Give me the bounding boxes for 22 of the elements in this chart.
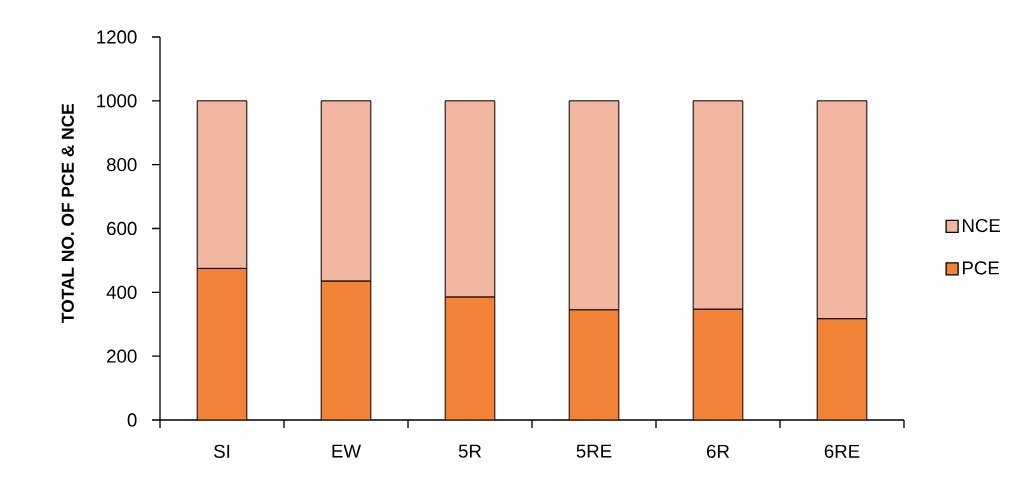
legend-label: NCE bbox=[962, 218, 1001, 233]
x-tick-label: EW bbox=[332, 444, 361, 458]
x-tick-label: 5R bbox=[458, 444, 482, 458]
x-tick-label: 5RE bbox=[576, 444, 612, 458]
bar bbox=[692, 308, 744, 420]
bar bbox=[568, 309, 620, 420]
y-tick-label: 800 bbox=[106, 158, 137, 172]
y-axis-title: TOTAL NO. OF PCE & NCE bbox=[61, 103, 74, 323]
y-tick-label: 1000 bbox=[97, 94, 137, 108]
y-tick-label: 0 bbox=[127, 413, 137, 427]
y-tick-label: 400 bbox=[106, 285, 137, 299]
x-tick-label: 6RE bbox=[824, 444, 860, 458]
y-tick-label: 600 bbox=[107, 221, 137, 236]
bar bbox=[444, 296, 496, 420]
bar bbox=[320, 280, 372, 420]
bar bbox=[816, 318, 868, 420]
y-tick-label: 1200 bbox=[97, 30, 137, 44]
y-tick-label: 200 bbox=[107, 349, 137, 363]
x-tick-label: SI bbox=[214, 444, 230, 458]
bar bbox=[196, 267, 248, 420]
x-tick-label: 6R bbox=[707, 444, 730, 458]
legend-label: PCE bbox=[962, 261, 1000, 275]
